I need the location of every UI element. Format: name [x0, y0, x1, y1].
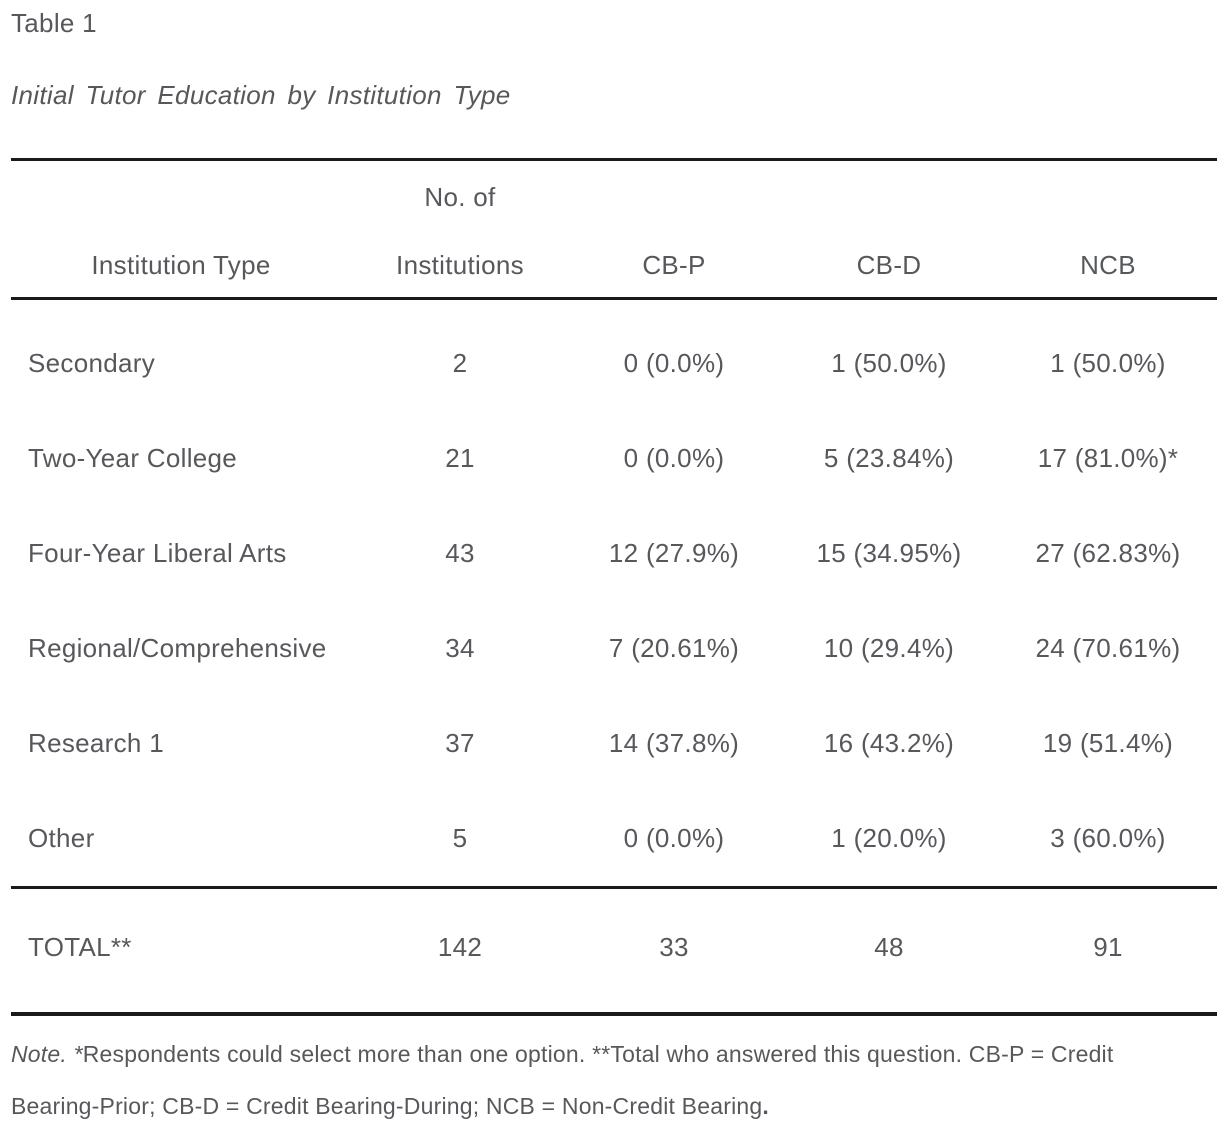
cell-institutions: 2	[452, 348, 468, 378]
cell-ncb: 24 (70.61%)	[1035, 633, 1181, 663]
header-no-of: No. of	[424, 181, 496, 212]
cell-cbp: 14 (37.8%)	[608, 728, 740, 758]
header-institutions: Institutions	[396, 249, 524, 280]
cell-institutions: 37	[445, 728, 475, 758]
cell-ncb: 17 (81.0%)*	[1037, 443, 1179, 473]
cell-institutions: 21	[445, 443, 475, 473]
cell-cbp: 0 (0.0%)	[623, 443, 725, 473]
table-header: No. of Institution Type Institutions CB-…	[11, 161, 1217, 297]
table-rule-header	[11, 297, 1217, 300]
header-spacer	[11, 161, 351, 233]
cell-institutions: 34	[445, 633, 475, 663]
note-text-1: Respondents could select more than one o…	[82, 1041, 1114, 1067]
row-label: Other	[28, 823, 95, 853]
note-label: Note.	[11, 1041, 67, 1067]
cell-ncb: 27 (62.83%)	[1035, 538, 1181, 568]
cell-cbd: 1 (20.0%)	[831, 823, 947, 853]
cell-institutions: 43	[445, 538, 475, 568]
note-asterisk: *	[73, 1041, 83, 1067]
cell-cbd: 5 (23.84%)	[823, 443, 955, 473]
note-period: .	[762, 1093, 769, 1119]
row-label: Research 1	[28, 728, 164, 758]
cell-institutions: 5	[452, 823, 468, 853]
cell-ncb: 19 (51.4%)	[1042, 728, 1174, 758]
table-rule-top	[11, 158, 1217, 161]
cell-cbp: 0 (0.0%)	[623, 823, 725, 853]
cell-cbd: 16 (43.2%)	[823, 728, 955, 758]
total-institutions: 142	[437, 932, 483, 962]
total-cbd: 48	[874, 932, 904, 962]
header-institution-type: Institution Type	[91, 249, 271, 280]
row-label: Two-Year College	[28, 443, 238, 473]
header-ncb: NCB	[1080, 249, 1136, 280]
header-spacer	[779, 161, 999, 233]
note-line-2: Bearing-Prior; CB-D = Credit Bearing-Dur…	[11, 1080, 1217, 1132]
note-text-2: Bearing-Prior; CB-D = Credit Bearing-Dur…	[11, 1093, 763, 1119]
header-spacer	[569, 161, 779, 233]
table-label: Table 1	[11, 8, 97, 38]
total-label: TOTAL**	[28, 932, 132, 962]
cell-cbp: 7 (20.61%)	[608, 633, 740, 663]
row-label: Secondary	[28, 348, 155, 378]
row-label: Four-Year Liberal Arts	[28, 538, 287, 568]
table-note: Note. *Respondents could select more tha…	[11, 1016, 1217, 1132]
row-label: Regional/Comprehensive	[28, 633, 327, 663]
total-row: TOTAL** 142 33 48 91	[11, 889, 1217, 1012]
total-ncb: 91	[1093, 932, 1123, 962]
header-cbp: CB-P	[642, 249, 706, 280]
cell-ncb: 3 (60.0%)	[1050, 823, 1166, 853]
header-cbd: CB-D	[856, 249, 922, 280]
header-spacer	[999, 161, 1217, 233]
table-rule-bottom	[11, 1012, 1217, 1016]
total-cbp: 33	[659, 932, 689, 962]
cell-cbd: 15 (34.95%)	[816, 538, 962, 568]
cell-ncb: 1 (50.0%)	[1050, 348, 1166, 378]
cell-cbd: 1 (50.0%)	[831, 348, 947, 378]
cell-cbp: 12 (27.9%)	[608, 538, 740, 568]
table-title: Initial Tutor Education by Institution T…	[11, 80, 511, 110]
table-body: Secondary 2 0 (0.0%) 1 (50.0%) 1 (50.0%)…	[11, 300, 1217, 886]
cell-cbd: 10 (29.4%)	[823, 633, 955, 663]
cell-cbp: 0 (0.0%)	[623, 348, 725, 378]
note-line-1: Note. *Respondents could select more tha…	[11, 1028, 1217, 1080]
table-rule-total	[11, 886, 1217, 889]
